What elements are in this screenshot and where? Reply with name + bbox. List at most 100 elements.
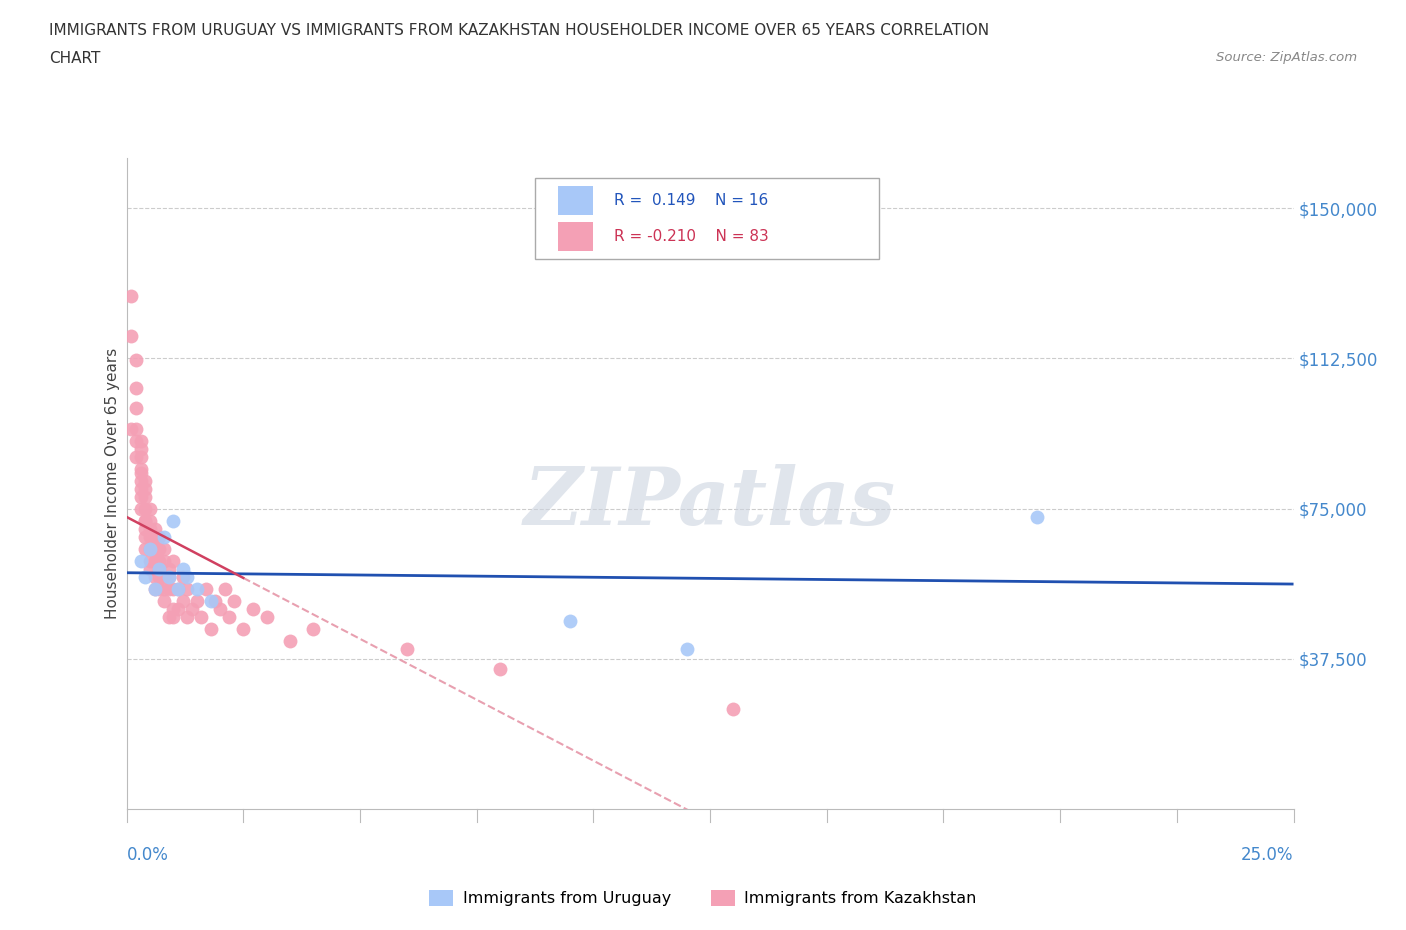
Bar (558, 186, 593, 215)
Point (180, 602, 202, 617)
Point (125, 381, 148, 396)
Point (139, 541, 162, 556)
Point (148, 553, 170, 568)
Point (120, 421, 142, 436)
Point (139, 541, 162, 556)
Point (139, 521, 162, 536)
Point (139, 513, 162, 528)
Text: 25.0%: 25.0% (1241, 846, 1294, 864)
Point (222, 593, 245, 608)
Point (1025, 510, 1047, 525)
Point (162, 602, 184, 617)
Point (162, 581, 184, 596)
Point (242, 602, 264, 617)
Point (157, 581, 180, 596)
Point (134, 489, 156, 504)
Text: ZIPatlas: ZIPatlas (524, 464, 896, 542)
Point (125, 401, 148, 416)
Point (134, 521, 156, 536)
Point (232, 621, 254, 636)
Point (157, 609, 180, 624)
Point (148, 541, 170, 556)
Point (278, 633, 301, 648)
Point (200, 593, 222, 608)
Point (129, 433, 152, 448)
Point (176, 581, 198, 596)
Point (129, 461, 152, 476)
Point (125, 421, 148, 436)
Point (167, 581, 190, 596)
Point (172, 593, 194, 608)
Point (148, 581, 170, 596)
Point (172, 562, 194, 577)
Point (148, 529, 170, 544)
Point (139, 553, 162, 568)
Point (134, 501, 156, 516)
Legend: Immigrants from Uruguay, Immigrants from Kazakhstan: Immigrants from Uruguay, Immigrants from… (423, 884, 983, 912)
Point (186, 593, 208, 608)
Point (134, 541, 156, 556)
Point (143, 541, 166, 556)
Point (162, 553, 184, 568)
Point (129, 553, 152, 568)
Point (153, 593, 176, 608)
Point (143, 581, 166, 596)
Point (134, 481, 156, 496)
Y-axis label: Householder Income Over 65 years: Householder Income Over 65 years (105, 348, 120, 619)
Point (190, 609, 212, 624)
Point (139, 529, 162, 544)
Point (162, 513, 184, 528)
Point (143, 581, 166, 596)
Text: IMMIGRANTS FROM URUGUAY VS IMMIGRANTS FROM KAZAKHSTAN HOUSEHOLDER INCOME OVER 65: IMMIGRANTS FROM URUGUAY VS IMMIGRANTS FR… (49, 23, 990, 38)
Point (125, 433, 148, 448)
Point (143, 569, 166, 584)
Point (134, 513, 156, 528)
Text: R =  0.149    N = 16: R = 0.149 N = 16 (614, 193, 769, 208)
Point (186, 581, 208, 596)
Point (125, 353, 148, 368)
FancyBboxPatch shape (534, 178, 879, 259)
Point (723, 701, 745, 716)
Point (134, 529, 156, 544)
Point (139, 562, 162, 577)
Point (143, 529, 166, 544)
Text: R = -0.210    N = 83: R = -0.210 N = 83 (614, 229, 769, 244)
Point (214, 581, 236, 596)
Point (134, 513, 156, 528)
Point (129, 449, 152, 464)
Point (148, 562, 170, 577)
Point (120, 289, 142, 304)
Point (200, 621, 222, 636)
Point (204, 593, 226, 608)
Point (129, 501, 152, 516)
Point (489, 661, 512, 676)
Point (129, 481, 152, 496)
Point (129, 489, 152, 504)
Point (208, 602, 231, 617)
Bar (558, 221, 593, 251)
Point (558, 614, 581, 629)
Point (176, 569, 198, 584)
Point (157, 569, 180, 584)
Point (302, 621, 325, 636)
Point (675, 642, 697, 657)
Point (139, 501, 162, 516)
Point (194, 581, 217, 596)
Point (167, 602, 190, 617)
Text: CHART: CHART (49, 51, 101, 66)
Point (218, 609, 240, 624)
Point (143, 521, 166, 536)
Point (120, 329, 142, 344)
Point (153, 541, 176, 556)
Point (125, 449, 148, 464)
Point (129, 441, 152, 456)
Point (153, 553, 176, 568)
Point (157, 562, 180, 577)
Point (148, 569, 170, 584)
Point (134, 569, 156, 584)
Point (129, 473, 152, 488)
Point (153, 529, 176, 544)
Point (176, 609, 198, 624)
Point (134, 473, 156, 488)
Point (143, 553, 166, 568)
